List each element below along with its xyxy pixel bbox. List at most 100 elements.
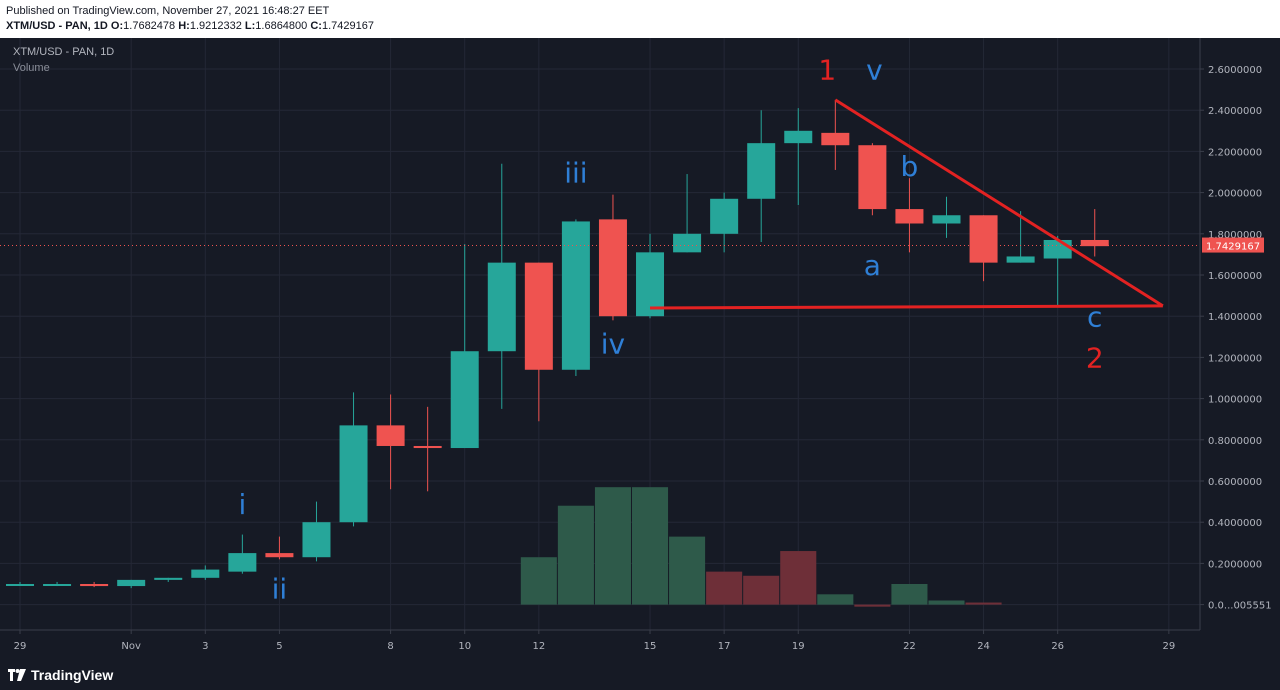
low-label: L: <box>244 20 256 32</box>
chart-area[interactable]: i ii iii iv 1 v b a c 2 2.6000000 2.4000000 2.200000… <box>0 38 1280 660</box>
volume-bar <box>557 505 594 605</box>
time-tick-label: 12 <box>532 641 545 652</box>
wave-label-1: 1 <box>818 53 836 86</box>
candle-body <box>6 584 34 586</box>
volume-bar <box>631 487 669 605</box>
wave-label-v: v <box>866 53 883 86</box>
candle-body <box>784 130 813 144</box>
candle-body <box>376 425 405 446</box>
candle-body <box>821 132 850 146</box>
price-tick-label: 2.4000000 <box>1208 106 1262 117</box>
time-tick-label: 19 <box>792 641 805 652</box>
candle-body <box>154 577 183 580</box>
candle-body <box>710 198 739 234</box>
wave-label-c: c <box>1087 301 1102 334</box>
price-tick-label: 0.6000000 <box>1208 477 1262 488</box>
price-tick-label: 0.4000000 <box>1208 518 1262 529</box>
candle-body <box>858 145 887 210</box>
volume-bar <box>928 600 965 605</box>
time-tick-label: 22 <box>903 641 916 652</box>
candle-body <box>524 262 553 370</box>
published-note: Published on TradingView.com, November 2… <box>6 5 330 17</box>
price-tick-label: 1.6000000 <box>1208 271 1262 282</box>
volume-bar <box>854 604 891 607</box>
price-tick-label: 0.0...005551 <box>1208 601 1272 612</box>
volume-bar <box>743 575 780 605</box>
open-label: O: <box>110 20 124 32</box>
ohlc-summary: XTM/USD - PAN, 1D O:1.7682478 H:1.921233… <box>6 20 374 32</box>
open-value: 1.7682478 <box>123 20 176 32</box>
price-tick-label: 2.0000000 <box>1208 189 1262 200</box>
candle-body <box>673 233 702 253</box>
price-tick-label: 2.6000000 <box>1208 65 1262 76</box>
tradingview-logo[interactable]: TradingView <box>8 667 113 683</box>
candle-body <box>450 351 479 449</box>
wave-label-ii: ii <box>272 572 288 605</box>
tradingview-brand: TradingView <box>31 667 114 683</box>
candle-body <box>1080 239 1109 247</box>
time-tick-label: 15 <box>644 641 657 652</box>
candle-body <box>191 569 220 578</box>
time-tick-label: 17 <box>718 641 731 652</box>
high-label: H: <box>178 20 190 32</box>
candle-body <box>117 579 146 587</box>
time-tick-label: 24 <box>977 641 990 652</box>
price-tick-label: 1.8000000 <box>1208 230 1262 241</box>
volume-bar <box>520 557 557 605</box>
candle-body <box>487 262 516 352</box>
price-tick-label: 1.4000000 <box>1208 312 1262 323</box>
close-value: 1.7429167 <box>321 20 374 32</box>
time-tick-label: 26 <box>1051 641 1064 652</box>
time-tick-label: 5 <box>276 641 282 652</box>
close-label: C: <box>310 20 322 32</box>
candle-body <box>265 553 294 558</box>
volume-bar <box>965 602 1002 605</box>
price-tick-label: 0.8000000 <box>1208 436 1262 447</box>
wave-label-iii: iii <box>564 156 587 189</box>
high-value: 1.9212332 <box>189 20 242 32</box>
volume-bar <box>780 551 817 605</box>
volume-bar <box>891 584 928 605</box>
candle-body <box>747 143 776 199</box>
candle-body <box>228 553 257 572</box>
wave-label-2: 2 <box>1086 342 1104 375</box>
candle-body <box>598 219 627 317</box>
candle-body <box>339 425 368 523</box>
price-tick-label: 1.2000000 <box>1208 353 1262 364</box>
volume-bar <box>669 536 706 605</box>
candle-body <box>561 221 590 370</box>
candle-body <box>932 215 961 224</box>
tradingview-logo-icon <box>8 669 26 681</box>
candle-body <box>302 522 331 558</box>
volume-bar <box>817 594 854 605</box>
chart-title: XTM/USD - PAN, 1D <box>13 46 115 58</box>
wave-label-iv: iv <box>601 327 625 360</box>
volume-bar <box>706 571 743 605</box>
last-price-label: 1.7429167 <box>1206 242 1260 253</box>
price-tick-label: 0.2000000 <box>1208 559 1262 570</box>
volume-bar <box>594 487 631 605</box>
trendline <box>834 98 1164 308</box>
candle-body <box>895 209 924 224</box>
candle-body <box>43 584 72 586</box>
wave-label-a: a <box>864 249 881 282</box>
low-value: 1.6864800 <box>255 20 308 32</box>
time-tick-label: Nov <box>121 641 141 652</box>
candle-body <box>969 215 998 263</box>
time-tick-label: 29 <box>1162 641 1175 652</box>
time-tick-label: 10 <box>458 641 471 652</box>
wave-label-i: i <box>238 488 246 521</box>
time-tick-label: 8 <box>387 641 393 652</box>
last-price-badge <box>1202 237 1264 253</box>
price-tick-label: 2.2000000 <box>1208 147 1262 158</box>
footer: TradingView <box>0 660 1280 690</box>
candle-body <box>413 445 442 449</box>
candle-body <box>636 252 665 317</box>
symbol-label: XTM/USD - PAN, 1D <box>6 20 108 32</box>
volume-legend: Volume <box>13 62 50 74</box>
price-tick-label: 1.0000000 <box>1208 395 1262 406</box>
candle-body <box>1043 239 1072 259</box>
candle-body <box>1006 256 1035 263</box>
wave-label-b: b <box>901 150 919 183</box>
